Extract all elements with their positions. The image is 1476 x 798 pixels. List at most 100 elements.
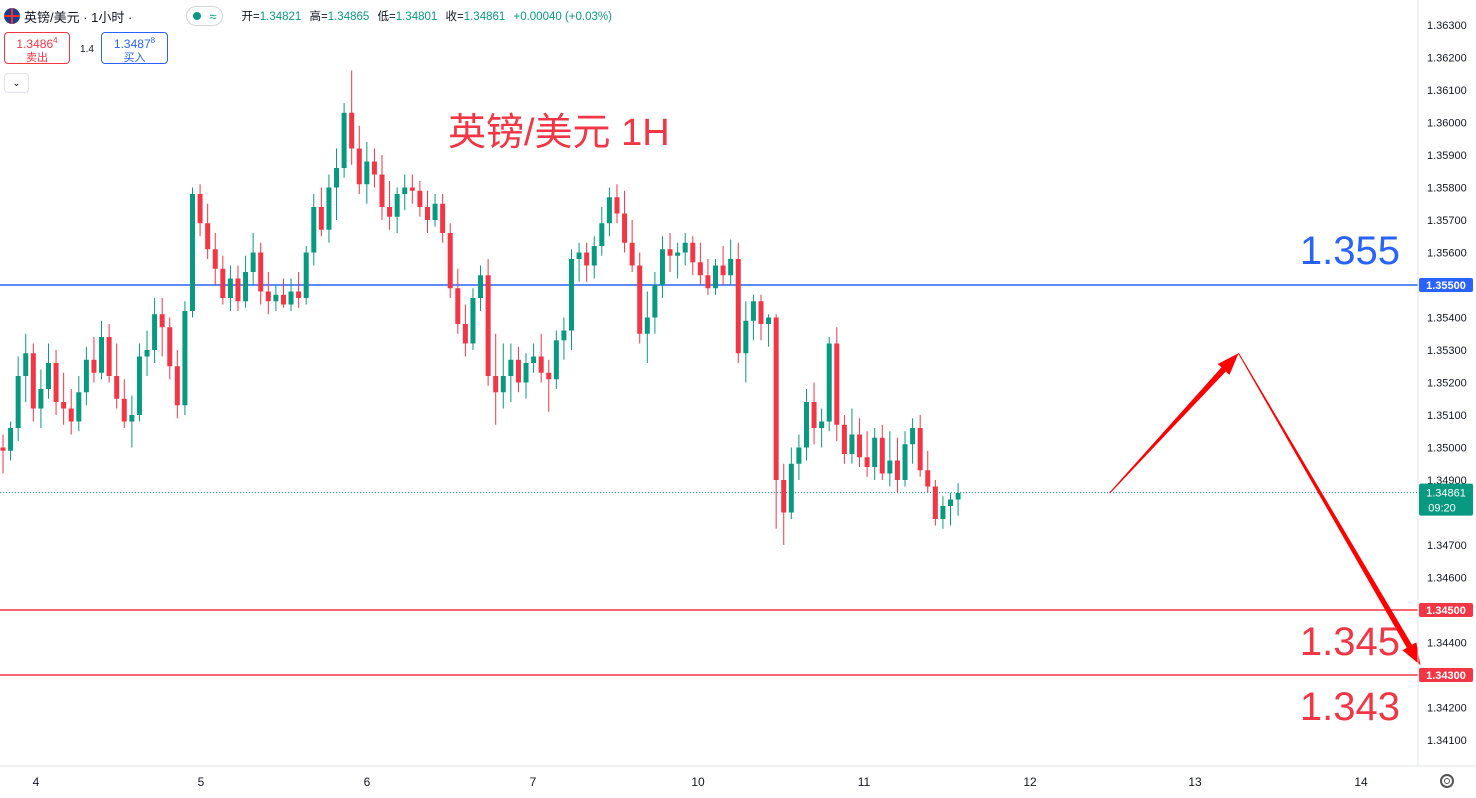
candle — [902, 431, 908, 487]
level-big-label: 1.355 — [1300, 229, 1400, 273]
candle — [53, 350, 59, 415]
candle-body — [561, 330, 567, 341]
candle-body — [144, 350, 150, 357]
candle-body — [212, 249, 218, 269]
candle — [773, 314, 779, 529]
candle — [402, 174, 408, 211]
price-tick-label: 1.36200 — [1427, 53, 1467, 65]
candle — [235, 265, 241, 311]
candle — [538, 333, 544, 383]
candle — [23, 333, 29, 402]
candle — [0, 434, 6, 474]
candle-body — [652, 285, 658, 318]
buy-button[interactable]: 1.34878 买入 — [101, 32, 168, 64]
market-status-pill[interactable]: ≈ — [186, 6, 224, 26]
wave-icon: ≈ — [209, 8, 217, 24]
candle — [713, 259, 719, 295]
candle — [758, 294, 764, 341]
candle — [387, 181, 393, 230]
time-tick-label: 7 — [530, 775, 537, 789]
candle-body — [720, 265, 726, 276]
candle-body — [243, 272, 249, 302]
candle — [500, 343, 506, 409]
price-tick-label: 1.34200 — [1427, 703, 1467, 715]
candle-body — [864, 457, 870, 467]
arrow-segment[interactable] — [1238, 352, 1421, 666]
collapse-legend-button[interactable]: ⌄ — [4, 73, 29, 93]
candle-body — [826, 343, 832, 422]
time-tick-label: 6 — [364, 775, 371, 789]
candle — [311, 194, 317, 266]
candle — [303, 246, 309, 305]
candle — [894, 437, 900, 493]
candle — [599, 207, 605, 256]
price-axis[interactable]: 1.36300 1.36200 1.36100 1.36000 1.35900 1.358… — [1417, 0, 1473, 766]
candle-body — [879, 437, 885, 474]
candle — [917, 415, 923, 477]
arrow-segment[interactable] — [1109, 353, 1239, 494]
candle-body — [45, 363, 51, 389]
candle — [379, 155, 385, 220]
candle — [743, 301, 749, 383]
candle — [531, 343, 537, 373]
candle-body — [932, 486, 938, 519]
candle — [644, 291, 650, 363]
level-big-label: 1.343 — [1300, 685, 1400, 729]
candle-body — [440, 203, 446, 233]
candle-body — [349, 112, 355, 149]
candle — [136, 343, 142, 422]
candle — [190, 187, 195, 318]
spread-value: 1.4 — [80, 44, 94, 55]
candle — [546, 359, 552, 412]
candle — [629, 220, 635, 272]
price-tick-label: 1.35100 — [1427, 410, 1467, 422]
candle-body — [735, 259, 741, 354]
candle — [265, 272, 271, 315]
candle — [220, 255, 226, 305]
candle-body — [614, 197, 620, 214]
candle-body — [675, 252, 681, 256]
candle — [152, 298, 158, 363]
countdown-label: 09:20 — [1428, 503, 1456, 515]
close-value: 1.34861 — [463, 11, 506, 23]
time-axis[interactable]: 4 5 6 7 10 11 12 13 14 — [0, 765, 1476, 789]
gear-icon[interactable] — [1440, 774, 1454, 788]
candle-body — [265, 291, 271, 302]
symbol-title[interactable]: 英镑/美元 · 1小时 · — [24, 9, 133, 25]
candle — [478, 265, 484, 311]
candle — [955, 483, 961, 516]
sell-button[interactable]: 1.34864 卖出 — [4, 32, 70, 64]
candle-body — [424, 207, 430, 220]
candle-body — [326, 187, 332, 230]
candle — [652, 272, 658, 334]
candle-body — [902, 444, 908, 480]
candle-body — [379, 174, 385, 207]
candle — [584, 242, 590, 282]
price-tick-label: 1.34600 — [1427, 573, 1467, 585]
candle — [910, 418, 916, 464]
candle — [114, 343, 120, 409]
candle — [243, 255, 249, 308]
candle-body — [462, 324, 468, 344]
price-tick-label: 1.35200 — [1427, 378, 1467, 390]
candle — [485, 259, 491, 386]
buy-price: 1.3487 — [113, 37, 151, 51]
candle — [83, 346, 89, 406]
candle — [167, 317, 173, 380]
candle — [697, 242, 703, 285]
candle — [675, 242, 681, 279]
candle-body — [531, 356, 537, 363]
candle — [99, 320, 105, 380]
candle-body — [788, 463, 794, 513]
candle-body — [341, 112, 347, 168]
candle — [819, 408, 825, 448]
candle-body — [68, 408, 74, 422]
projection-arrow[interactable] — [1109, 352, 1421, 666]
candle-body — [493, 376, 499, 393]
candle-body — [61, 402, 67, 409]
candle — [948, 493, 953, 526]
candle — [796, 434, 802, 480]
level-labels-layer: 1.355 1.345 1.343 — [1300, 229, 1400, 729]
candle-body — [220, 268, 226, 298]
